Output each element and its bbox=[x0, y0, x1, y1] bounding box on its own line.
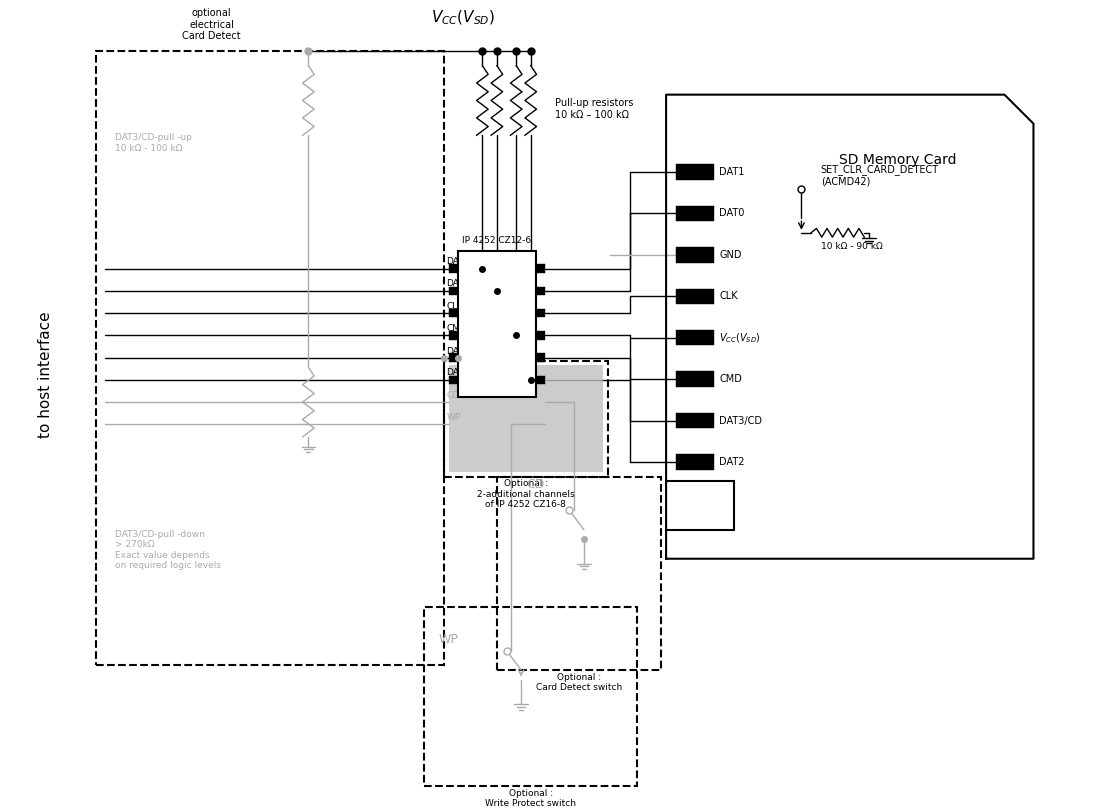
Text: DAT3/CD-pull -up
10 kΩ - 100 kΩ: DAT3/CD-pull -up 10 kΩ - 100 kΩ bbox=[115, 134, 192, 153]
Text: DAT3/CD-pull -down
> 270kΩ
Exact value depends
on required logic levels: DAT3/CD-pull -down > 270kΩ Exact value d… bbox=[115, 530, 221, 570]
Bar bbox=[676, 247, 714, 262]
Bar bbox=[96, 51, 444, 665]
Bar bbox=[535, 353, 545, 362]
Text: 10 kΩ - 90 kΩ: 10 kΩ - 90 kΩ bbox=[820, 242, 882, 251]
Text: WP: WP bbox=[438, 633, 458, 646]
Text: CD: CD bbox=[527, 478, 544, 491]
Text: WP: WP bbox=[447, 413, 460, 422]
Text: Optional :
2-additional channels
of IP 4252 CZ16-8: Optional : 2-additional channels of IP 4… bbox=[477, 480, 575, 509]
Bar bbox=[676, 454, 714, 470]
Text: Optional :
Write Protect switch: Optional : Write Protect switch bbox=[486, 789, 576, 808]
Bar bbox=[676, 288, 714, 304]
Bar bbox=[535, 376, 545, 384]
Bar bbox=[535, 264, 545, 273]
Bar bbox=[448, 376, 458, 384]
Text: DAT1: DAT1 bbox=[447, 258, 470, 266]
Bar bbox=[676, 164, 714, 180]
Bar bbox=[535, 287, 545, 296]
Text: to host interface: to host interface bbox=[38, 312, 53, 438]
Bar bbox=[535, 331, 545, 339]
Bar bbox=[497, 476, 661, 670]
Text: (IP 4252 CZ16-8): (IP 4252 CZ16-8) bbox=[459, 251, 535, 260]
Text: CMD: CMD bbox=[447, 324, 467, 333]
Bar bbox=[424, 607, 637, 786]
Bar bbox=[676, 330, 714, 346]
Text: DAT2: DAT2 bbox=[720, 457, 745, 467]
Text: IP 4252 CZ12-6: IP 4252 CZ12-6 bbox=[463, 237, 531, 245]
Text: optional
electrical
Card Detect: optional electrical Card Detect bbox=[182, 8, 241, 41]
Text: CMD: CMD bbox=[720, 374, 742, 384]
Text: CLK: CLK bbox=[447, 302, 464, 311]
Text: DAT0: DAT0 bbox=[720, 208, 744, 219]
Text: $V_{CC}$($V_{SD}$): $V_{CC}$($V_{SD}$) bbox=[431, 9, 496, 27]
Bar bbox=[444, 360, 608, 476]
Text: Pull-up resistors
10 kΩ – 100 kΩ: Pull-up resistors 10 kΩ – 100 kΩ bbox=[555, 98, 634, 120]
Text: DAT1: DAT1 bbox=[720, 167, 744, 177]
Text: DAT0: DAT0 bbox=[447, 279, 470, 288]
Text: DAT2: DAT2 bbox=[447, 369, 469, 377]
Bar bbox=[448, 365, 603, 471]
Bar bbox=[448, 353, 458, 362]
Text: CD: CD bbox=[447, 390, 459, 399]
Bar bbox=[676, 206, 714, 221]
Text: DAT3/CD: DAT3/CD bbox=[720, 416, 762, 425]
Text: CLK: CLK bbox=[720, 292, 737, 301]
Text: $V_{CC}$($V_{SD}$): $V_{CC}$($V_{SD}$) bbox=[720, 331, 761, 344]
Text: DAT3/CD: DAT3/CD bbox=[447, 346, 486, 356]
Bar bbox=[676, 413, 714, 428]
Bar bbox=[458, 251, 535, 397]
Bar bbox=[448, 309, 458, 318]
Bar bbox=[676, 372, 714, 387]
Text: Optional :
Card Detect switch: Optional : Card Detect switch bbox=[535, 673, 623, 693]
Text: SD Memory Card: SD Memory Card bbox=[839, 152, 957, 167]
Bar bbox=[448, 287, 458, 296]
Text: GND: GND bbox=[720, 249, 742, 260]
Text: SET_CLR_CARD_DETECT
(ACMD42): SET_CLR_CARD_DETECT (ACMD42) bbox=[820, 164, 938, 186]
Bar bbox=[448, 331, 458, 339]
Bar bbox=[448, 264, 458, 273]
Bar bbox=[535, 309, 545, 318]
